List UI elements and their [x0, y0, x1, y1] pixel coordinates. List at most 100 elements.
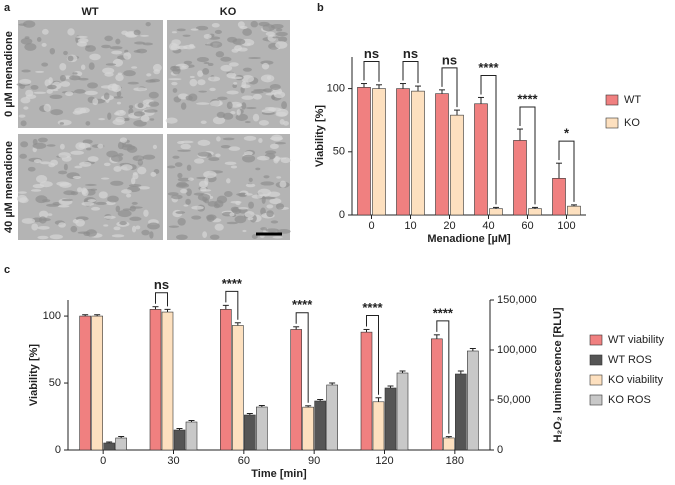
cell — [215, 51, 225, 58]
cell — [190, 28, 199, 31]
cell — [91, 206, 101, 211]
cell — [165, 117, 178, 124]
cell — [87, 156, 99, 162]
cell — [87, 199, 97, 203]
x-tick-label: 120 — [375, 455, 393, 467]
cell — [150, 171, 157, 177]
bar — [79, 315, 91, 451]
sig-bracket — [402, 61, 419, 84]
cell — [210, 100, 222, 107]
cell — [242, 229, 247, 233]
cell — [146, 73, 152, 77]
cell — [117, 209, 132, 218]
sig-bracket — [366, 314, 379, 395]
bar — [115, 437, 127, 451]
cell — [242, 67, 252, 72]
cell — [98, 118, 106, 121]
cell — [75, 218, 85, 227]
y2-tick-label: 50,000 — [497, 394, 531, 406]
cell — [258, 120, 269, 126]
cell — [98, 191, 108, 199]
cell — [279, 180, 287, 188]
bar — [411, 90, 425, 216]
bar — [396, 372, 409, 451]
cell — [228, 62, 239, 67]
cell — [38, 210, 49, 219]
cell — [171, 39, 181, 46]
cell — [245, 183, 256, 188]
cell — [272, 36, 280, 39]
cell — [112, 58, 124, 67]
cell — [275, 28, 283, 32]
cell — [275, 41, 288, 49]
x-tick-label: 0 — [368, 220, 374, 232]
cell — [186, 164, 192, 171]
micrographs — [16, 20, 291, 240]
cell — [267, 34, 277, 42]
cell — [233, 82, 238, 85]
bar — [357, 87, 371, 216]
cell — [84, 183, 97, 186]
cell — [32, 184, 45, 189]
cell — [132, 155, 145, 162]
bar — [431, 338, 443, 451]
cell — [27, 166, 36, 172]
cell — [208, 76, 221, 82]
cell — [104, 72, 114, 77]
column-label: WT — [81, 6, 98, 18]
cell — [39, 161, 51, 165]
cell — [226, 178, 231, 184]
cell — [70, 225, 78, 233]
x-tick-label: 90 — [308, 455, 320, 467]
cell — [145, 21, 151, 27]
x-tick-label: 60 — [521, 220, 533, 232]
cell — [207, 62, 214, 67]
cell — [216, 136, 221, 142]
cell — [35, 195, 48, 204]
cell — [126, 193, 132, 198]
cell — [203, 33, 212, 39]
cell — [191, 215, 202, 220]
cell — [115, 109, 126, 117]
x-tick-label: 40 — [482, 220, 494, 232]
cell — [180, 188, 188, 194]
cell — [58, 170, 68, 175]
cell — [148, 91, 159, 99]
cell — [183, 204, 189, 207]
cell — [103, 162, 111, 167]
cell — [133, 29, 141, 36]
cell — [185, 198, 191, 205]
cell — [131, 201, 138, 205]
bar — [302, 406, 314, 451]
cell — [263, 175, 270, 179]
cell — [75, 142, 86, 150]
cell — [265, 228, 279, 233]
cell — [20, 38, 33, 45]
cell — [202, 231, 208, 239]
cell — [35, 175, 48, 183]
cell — [197, 70, 204, 77]
cell — [140, 34, 149, 37]
legend-label: KO — [624, 117, 640, 129]
bar — [450, 114, 464, 216]
cell — [183, 60, 193, 65]
cell — [236, 109, 241, 116]
cell — [174, 162, 183, 167]
cell — [74, 165, 83, 169]
cell — [269, 198, 282, 205]
cell — [81, 201, 95, 206]
bar — [103, 442, 115, 451]
cell — [264, 150, 277, 155]
sig-bracket — [363, 61, 380, 82]
cell — [78, 77, 89, 81]
cell — [208, 157, 220, 162]
cell — [274, 141, 287, 145]
cell — [182, 34, 191, 37]
cell — [121, 144, 136, 151]
cell — [19, 78, 32, 85]
cell — [188, 93, 198, 102]
cell — [198, 180, 209, 188]
y-tick-label: 100 — [327, 83, 345, 95]
cell — [127, 81, 139, 85]
bar — [528, 208, 542, 216]
